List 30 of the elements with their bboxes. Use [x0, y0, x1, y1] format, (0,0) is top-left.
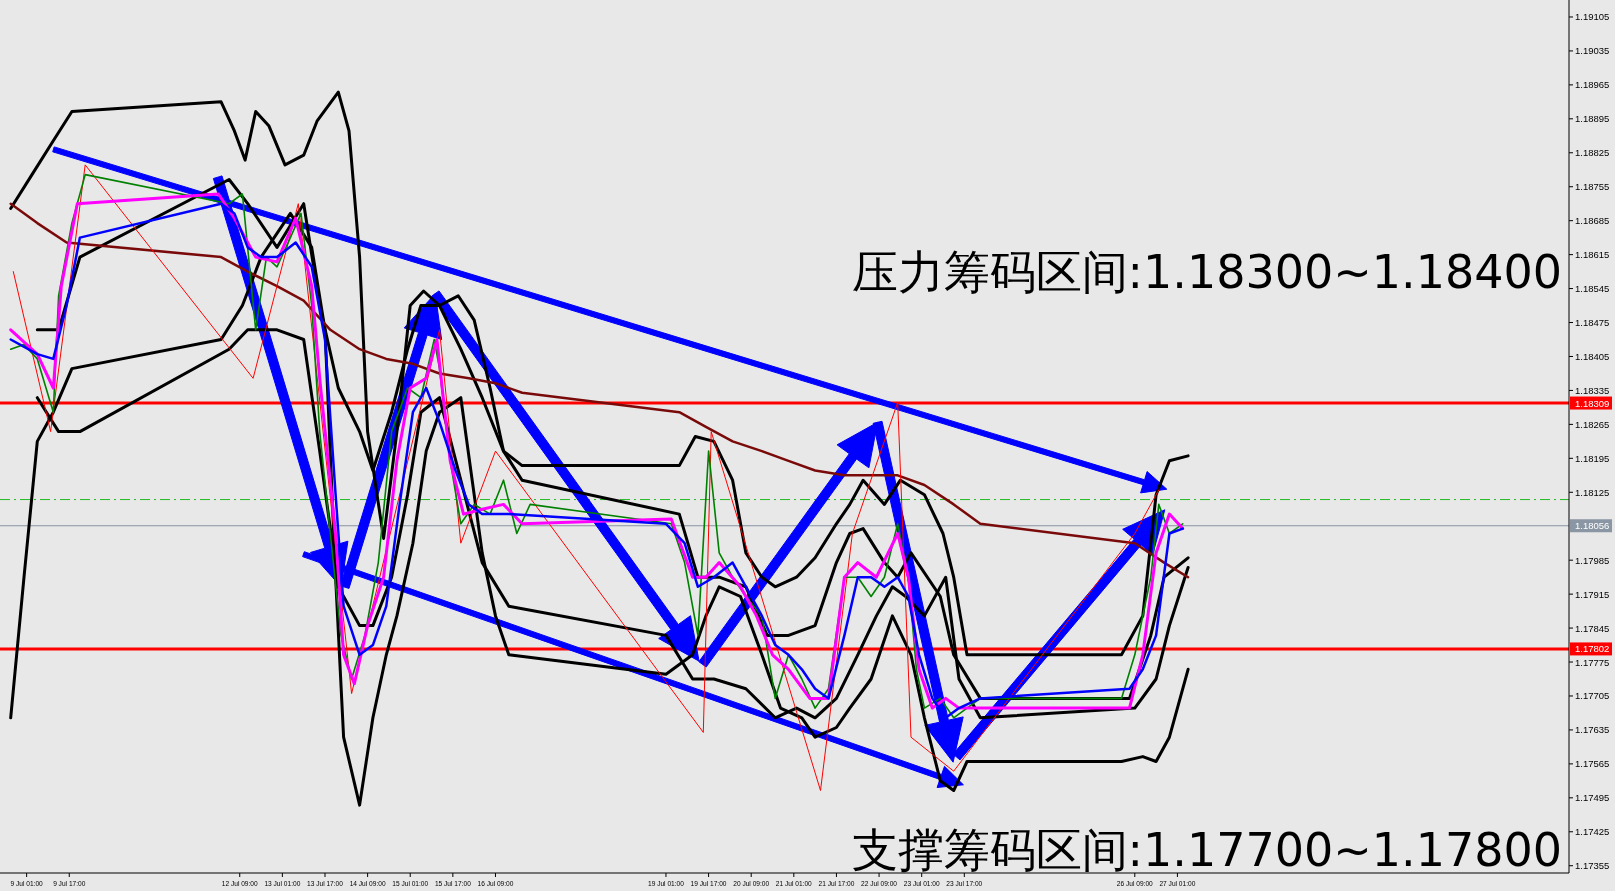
- y-tick-label: 1.17355: [1575, 860, 1610, 872]
- y-tick-label: 1.18475: [1575, 317, 1610, 329]
- y-tick-label: 1.17495: [1575, 792, 1610, 804]
- ref-line-label: 1.17802: [1575, 643, 1610, 655]
- y-tick-label: 1.18405: [1575, 350, 1610, 362]
- y-tick-label: 1.17565: [1575, 758, 1610, 770]
- y-tick-label: 1.18335: [1575, 384, 1610, 396]
- y-tick-label: 1.17915: [1575, 588, 1610, 600]
- y-tick-label: 1.17775: [1575, 656, 1610, 668]
- annotation: 支撑筹码区间:1.17700~1.17800: [851, 823, 1562, 877]
- y-tick-label: 1.17845: [1575, 622, 1610, 634]
- y-tick-label: 1.18965: [1575, 79, 1610, 91]
- y-tick-label: 1.19035: [1575, 45, 1610, 57]
- y-tick-label: 1.18545: [1575, 283, 1610, 295]
- y-tick-label: 1.18685: [1575, 215, 1610, 227]
- ref-line-label: 1.18056: [1575, 520, 1610, 532]
- y-tick-label: 1.18895: [1575, 113, 1610, 125]
- y-tick-label: 1.18125: [1575, 486, 1610, 498]
- y-tick-label: 1.18265: [1575, 418, 1610, 430]
- y-tick-label: 1.19105: [1575, 11, 1610, 23]
- y-tick-label: 1.18195: [1575, 452, 1610, 464]
- y-tick-label: 1.17705: [1575, 690, 1610, 702]
- y-tick-label: 1.17985: [1575, 554, 1610, 566]
- annotation: 压力筹码区间:1.18300~1.18400: [851, 245, 1562, 299]
- y-tick-label: 1.18615: [1575, 249, 1610, 261]
- y-tick-label: 1.18825: [1575, 147, 1610, 159]
- y-tick-label: 1.18755: [1575, 181, 1610, 193]
- y-tick-label: 1.17635: [1575, 724, 1610, 736]
- ref-line-label: 1.18309: [1575, 397, 1610, 409]
- y-tick-label: 1.17425: [1575, 826, 1610, 838]
